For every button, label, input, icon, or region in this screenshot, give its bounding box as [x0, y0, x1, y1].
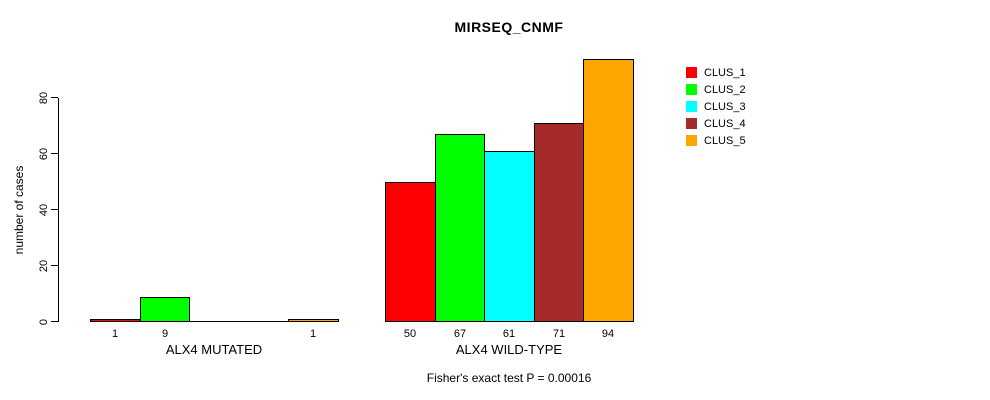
group-label: ALX4 WILD-TYPE: [455, 342, 563, 357]
bar: [90, 319, 141, 322]
bar: [484, 151, 535, 322]
y-axis-line: [58, 98, 59, 322]
bar-value-label: 50: [403, 328, 417, 340]
legend-label: CLUS_2: [704, 83, 746, 96]
legend-item: CLUS_4: [686, 115, 746, 132]
chart-title: MIRSEQ_CNMF: [454, 19, 564, 35]
bar: [583, 59, 634, 322]
y-tick: [51, 153, 58, 154]
bar: [385, 182, 436, 322]
bar-value-label: 94: [601, 328, 615, 340]
legend-item: CLUS_1: [686, 64, 746, 81]
legend-label: CLUS_3: [704, 100, 746, 113]
bar-value-label: 1: [309, 328, 317, 340]
bar: [435, 134, 485, 322]
legend-label: CLUS_4: [704, 117, 746, 130]
bar-value-label: 71: [552, 328, 566, 340]
annotation-text: Fisher's exact test P = 0.00016: [426, 371, 592, 385]
legend-item: CLUS_5: [686, 132, 746, 149]
legend-label: CLUS_1: [704, 66, 746, 79]
y-tick: [51, 265, 58, 266]
y-tick-label: 20: [38, 259, 50, 273]
legend-item: CLUS_2: [686, 81, 746, 98]
y-tick-label: 80: [38, 91, 50, 105]
legend-swatch: [686, 84, 697, 95]
legend: CLUS_1 CLUS_2 CLUS_3 CLUS_4 CLUS_5: [686, 64, 746, 149]
legend-swatch: [686, 118, 697, 129]
bar-value-label: 67: [453, 328, 467, 340]
legend-label: CLUS_5: [704, 134, 746, 147]
bar-value-label: 1: [111, 328, 119, 340]
bar: [288, 319, 339, 322]
bar: [140, 297, 190, 322]
bar: [189, 321, 240, 322]
bar: [534, 123, 584, 322]
y-tick: [51, 321, 58, 322]
y-tick-label: 60: [38, 147, 50, 161]
y-axis-label: number of cases: [12, 165, 26, 255]
legend-swatch: [686, 67, 697, 78]
y-tick-label: 40: [38, 203, 50, 217]
y-tick: [51, 209, 58, 210]
bar: [239, 321, 289, 322]
group-label: ALX4 MUTATED: [165, 342, 263, 357]
y-tick: [51, 97, 58, 98]
bar-value-label: 61: [502, 328, 516, 340]
legend-swatch: [686, 101, 697, 112]
y-tick-label: 0: [38, 318, 50, 326]
legend-item: CLUS_3: [686, 98, 746, 115]
bar-value-label: 9: [161, 328, 169, 340]
legend-swatch: [686, 135, 697, 146]
